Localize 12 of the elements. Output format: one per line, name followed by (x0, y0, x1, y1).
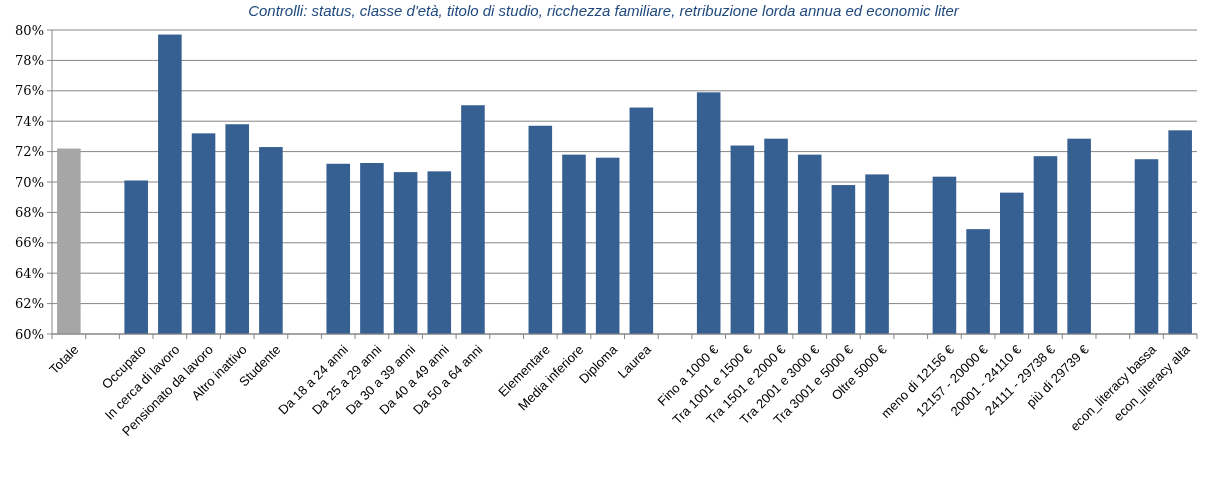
y-tick-label: 64% (15, 265, 44, 281)
y-tick-label: 80% (15, 22, 44, 38)
y-tick-label: 70% (15, 174, 44, 190)
y-tick-label: 76% (15, 83, 44, 99)
y-tick-label: 68% (15, 204, 44, 220)
chart-title: Controlli: status, classe d'età, titolo di studio, ricchezza familiare, retribuzione lorda annua ed economic liter (248, 2, 960, 19)
y-tick-label: 66% (15, 235, 44, 251)
y-tick-label: 60% (15, 326, 44, 342)
y-tick-label: 72% (15, 144, 44, 160)
y-tick-label: 74% (15, 113, 44, 129)
y-tick-label: 78% (15, 52, 44, 68)
y-tick-label: 62% (15, 296, 44, 312)
